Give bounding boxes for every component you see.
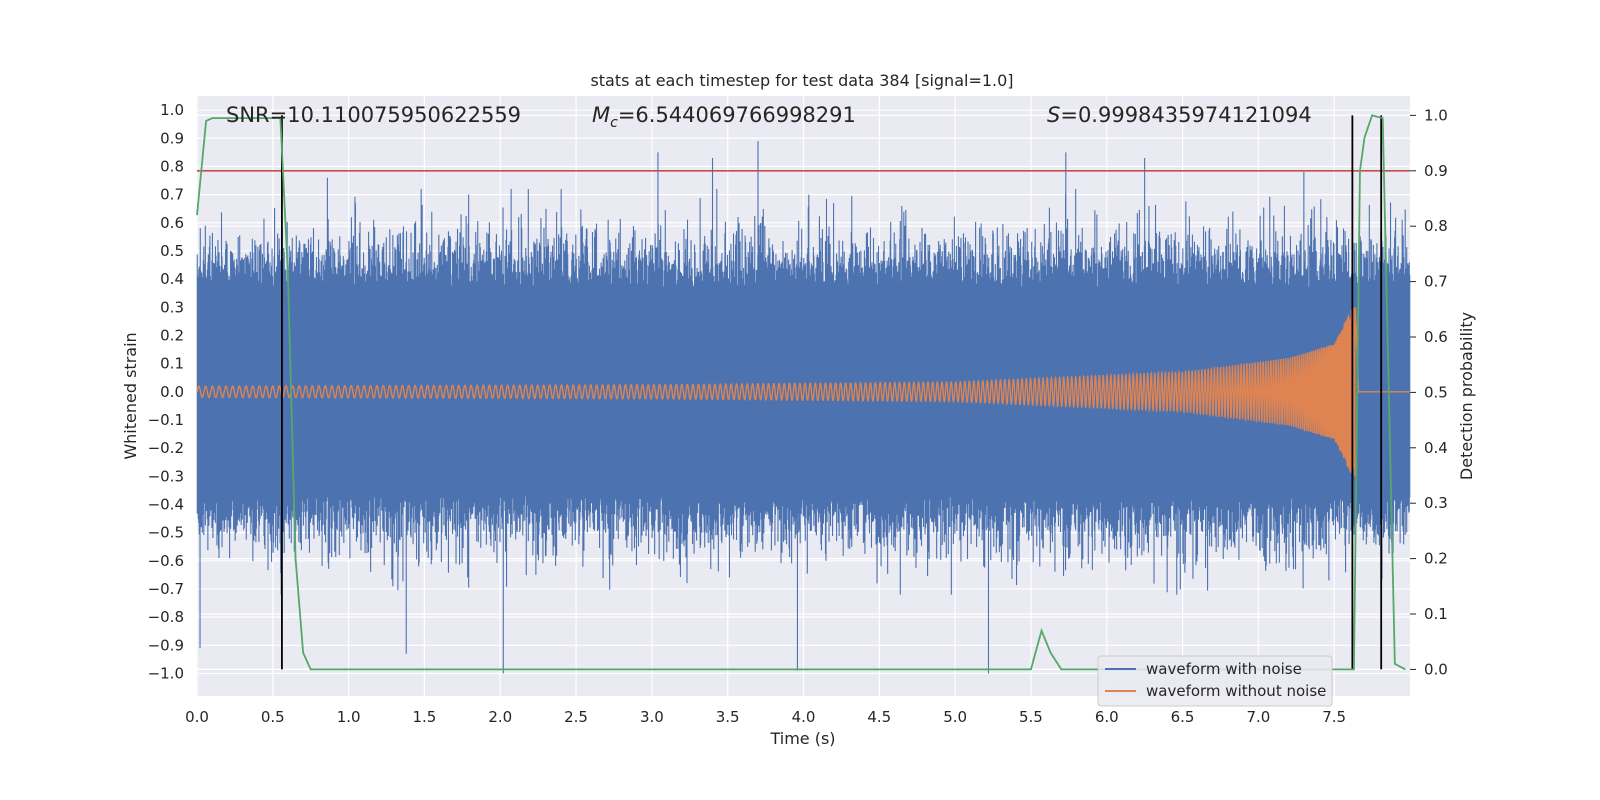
y-right-tick-label: 0.9 — [1424, 162, 1448, 180]
x-tick-label: 0.5 — [261, 708, 285, 726]
x-tick-label: 0.0 — [185, 708, 209, 726]
y-left-tick-label: 0.5 — [160, 242, 184, 260]
y-left-axis-label: Whitened strain — [121, 332, 140, 459]
y-right-tick-label: 0.1 — [1424, 605, 1448, 623]
score-value: =0.9998435974121094 — [1060, 103, 1311, 127]
y-left-tick-label: −0.7 — [148, 580, 184, 598]
x-tick-label: 3.5 — [716, 708, 740, 726]
x-tick-label: 5.5 — [1019, 708, 1043, 726]
chirp-mass-subscript: c — [610, 115, 618, 131]
y-left-tick-label: 0.7 — [160, 186, 184, 204]
y-left-tick-label: 0.2 — [160, 326, 184, 344]
y-left-tick-label: 0.0 — [160, 383, 184, 401]
legend-label-clean: waveform without noise — [1146, 682, 1326, 700]
y-left-tick-label: −0.4 — [148, 495, 184, 513]
x-axis-ticks: 0.0 0.5 1.0 1.5 2.0 2.5 3.0 3.5 4.0 4.5 5.0 5.5 6.0 6… — [185, 708, 1346, 726]
y-left-tick-label: 0.9 — [160, 129, 184, 147]
y-right-tick-label: 1.0 — [1424, 106, 1448, 124]
series-waveform-without-noise — [196, 307, 1410, 476]
score-annotation: S=0.9998435974121094 — [1047, 103, 1312, 127]
y-left-tick-label: −1.0 — [148, 664, 184, 682]
x-tick-label: 6.5 — [1171, 708, 1195, 726]
y-right-tick-label: 0.6 — [1424, 328, 1448, 346]
y-left-tick-label: 0.3 — [160, 298, 184, 316]
y-left-tick-label: −0.2 — [148, 439, 184, 457]
x-tick-label: 1.5 — [413, 708, 437, 726]
y-left-tick-label: −0.9 — [148, 636, 184, 654]
legend-box — [1097, 655, 1333, 707]
chirp-mass-symbol: M — [592, 103, 610, 127]
y-left-tick-label: 0.8 — [160, 157, 184, 175]
y-left-tick-label: 0.4 — [160, 270, 184, 288]
snr-annotation: SNR=10.110075950622559 — [226, 103, 521, 127]
probability-line — [196, 114, 1406, 671]
y-left-axis-ticks: 1.0 0.9 0.8 0.7 0.6 0.5 0.4 0.3 0.2 0.1 0.0 −0.1 −0.… — [148, 101, 184, 682]
x-tick-label: 1.0 — [337, 708, 361, 726]
y-right-tick-label: 0.8 — [1424, 217, 1448, 235]
chart-title: stats at each timestep for test data 384… — [590, 71, 1013, 90]
y-left-tick-label: 0.1 — [160, 355, 184, 373]
y-left-tick-label: −0.1 — [148, 411, 184, 429]
x-tick-label: 4.0 — [792, 708, 816, 726]
legend: waveform with noise waveform without noi… — [1097, 655, 1333, 707]
clean-waveform-line — [196, 307, 1410, 476]
y-right-tick-label: 0.5 — [1424, 383, 1448, 401]
y-left-tick-label: 1.0 — [160, 101, 184, 119]
score-symbol: S — [1047, 103, 1060, 127]
y-right-tick-label: 0.7 — [1424, 273, 1448, 291]
y-left-tick-label: −0.8 — [148, 608, 184, 626]
x-tick-label: 2.5 — [564, 708, 588, 726]
y-right-tick-label: 0.0 — [1424, 660, 1448, 678]
y-left-tick-label: 0.6 — [160, 214, 184, 232]
legend-label-noise: waveform with noise — [1146, 660, 1302, 678]
y-left-tick-label: −0.5 — [148, 524, 184, 542]
y-left-tick-label: −0.3 — [148, 467, 184, 485]
chirp-mass-annotation: Mc=6.544069766998291 — [592, 103, 856, 131]
x-tick-label: 3.0 — [640, 708, 664, 726]
y-right-tick-label: 0.3 — [1424, 494, 1448, 512]
x-tick-label: 7.5 — [1322, 708, 1346, 726]
y-right-axis-label: Detection probability — [1457, 312, 1476, 480]
x-tick-label: 7.0 — [1246, 708, 1270, 726]
y-left-tick-label: −0.6 — [148, 552, 184, 570]
x-tick-label: 4.5 — [867, 708, 891, 726]
x-tick-label: 2.0 — [488, 708, 512, 726]
y-right-tick-label: 0.4 — [1424, 439, 1448, 457]
x-tick-label: 5.0 — [943, 708, 967, 726]
x-tick-label: 6.0 — [1095, 708, 1119, 726]
y-right-axis-ticks: 1.0 0.9 0.8 0.7 0.6 0.5 0.4 0.3 0.2 0.1 0.0 — [1410, 106, 1448, 678]
x-axis-label: Time (s) — [769, 729, 835, 748]
chirp-mass-value: =6.544069766998291 — [618, 103, 856, 127]
y-right-tick-label: 0.2 — [1424, 550, 1448, 568]
probability-overlay — [196, 114, 1410, 671]
